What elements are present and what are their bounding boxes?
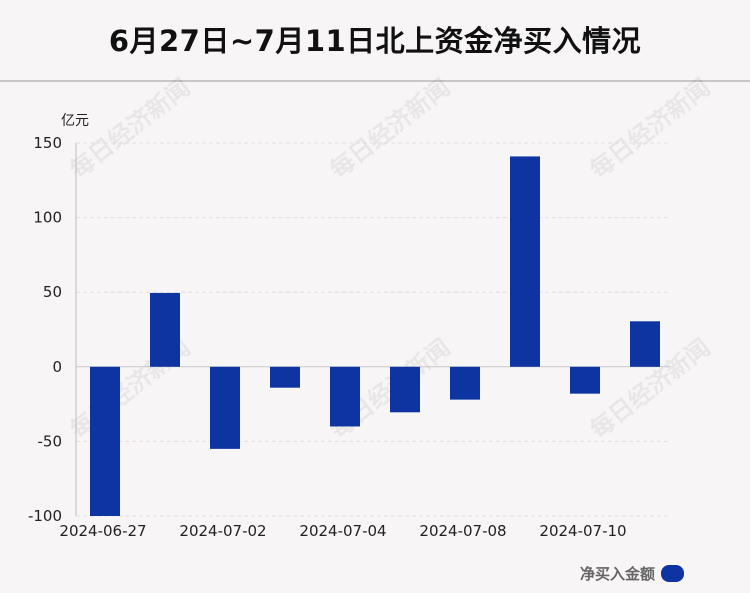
x-tick-label: 2024-07-04 bbox=[299, 522, 386, 540]
legend: 净买入金额 bbox=[580, 563, 684, 584]
x-tick-label: 2024-07-08 bbox=[419, 522, 506, 540]
chart-title: 6月27日~7月11日北上资金净买入情况 bbox=[108, 24, 642, 58]
y-tick-label: -100 bbox=[28, 507, 62, 525]
y-tick-label: -50 bbox=[38, 432, 63, 450]
y-tick-label: 100 bbox=[33, 209, 62, 227]
bar-2024-06-28 bbox=[150, 292, 180, 367]
bar-2024-07-09 bbox=[510, 156, 540, 367]
y-unit-label: 亿元 bbox=[61, 113, 89, 129]
x-tick-label: 2024-07-10 bbox=[539, 522, 626, 540]
legend-label: 净买入金额 bbox=[579, 565, 655, 583]
bar-2024-07-03 bbox=[270, 366, 300, 388]
title-divider bbox=[0, 80, 750, 82]
watermark-text: 每日经济新闻 bbox=[325, 73, 456, 184]
bar-2024-07-10 bbox=[570, 366, 600, 394]
y-tick-label: 0 bbox=[52, 358, 62, 376]
x-tick-label: 2024-06-27 bbox=[59, 522, 146, 540]
y-tick-labels: -100 -50 0 50 100 150 bbox=[28, 134, 62, 525]
watermark-text: 每日经济新闻 bbox=[585, 73, 716, 184]
legend-swatch bbox=[661, 565, 684, 582]
x-tick-labels: 2024-06-27 2024-07-02 2024-07-04 2024-07-08… bbox=[59, 522, 626, 540]
bar-2024-06-27 bbox=[90, 366, 120, 516]
bar-2024-07-08 bbox=[450, 366, 480, 400]
bar-2024-07-02 bbox=[210, 366, 240, 449]
x-tick-label: 2024-07-02 bbox=[179, 522, 266, 540]
bar-2024-07-11 bbox=[630, 321, 660, 367]
y-tick-label: 150 bbox=[33, 134, 62, 152]
bar-2024-07-05 bbox=[390, 366, 420, 413]
y-tick-label: 50 bbox=[43, 283, 62, 301]
bars bbox=[90, 156, 660, 516]
bar-2024-07-04 bbox=[330, 366, 360, 427]
